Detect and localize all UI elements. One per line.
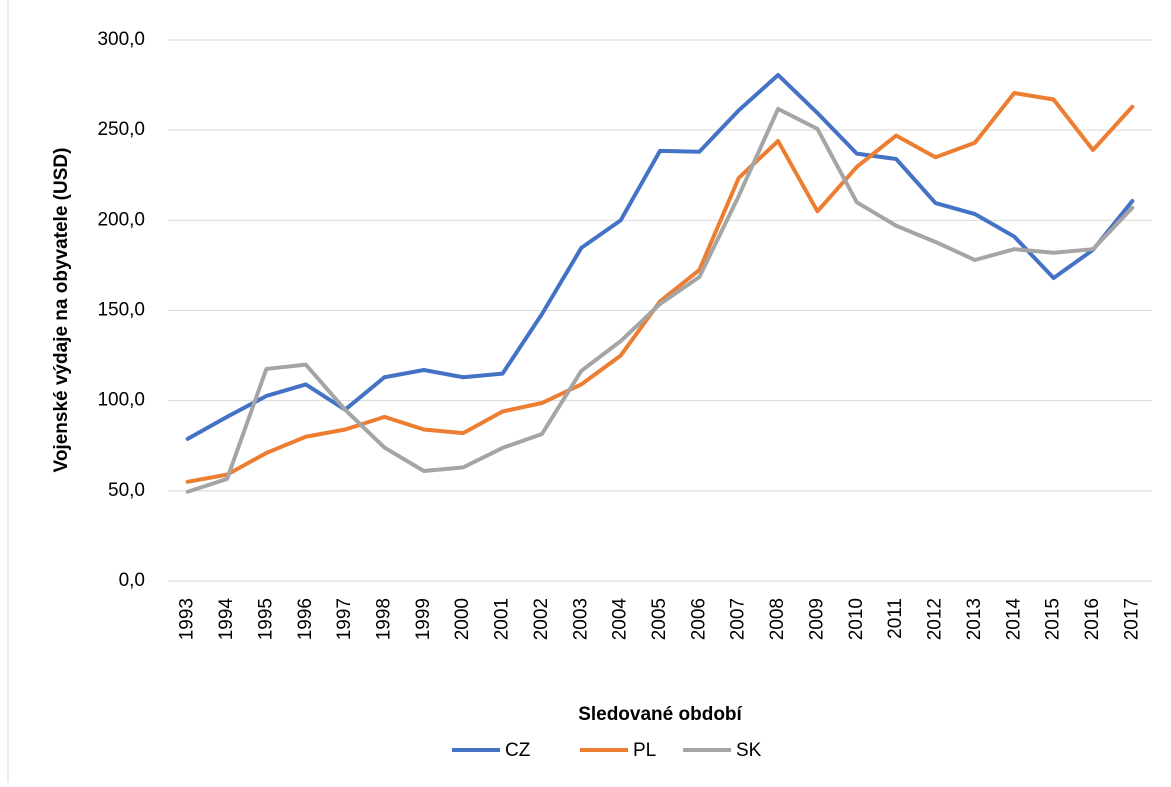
y-tick-label: 300,0 <box>97 29 145 50</box>
x-tick-label: 2008 <box>767 598 788 640</box>
x-tick-label: 1996 <box>295 598 316 640</box>
series-line <box>185 106 1135 494</box>
x-tick-label: 2017 <box>1121 598 1142 640</box>
y-tick-label: 200,0 <box>97 209 145 230</box>
x-tick-label: 2010 <box>846 598 867 640</box>
y-tick-label: 150,0 <box>97 300 145 321</box>
x-tick-label: 2000 <box>452 598 473 640</box>
x-tick-label: 1998 <box>373 598 394 640</box>
x-tick-label: 2001 <box>492 598 513 640</box>
x-tick-label: 2009 <box>806 598 827 640</box>
x-tick-label: 2012 <box>925 598 946 640</box>
x-tick-label: 2006 <box>688 598 709 640</box>
y-tick-label: 100,0 <box>97 390 145 411</box>
x-tick-label: 2013 <box>964 598 985 640</box>
x-axis-title: Sledované období <box>578 704 742 725</box>
legend-label: CZ <box>505 740 531 761</box>
y-tick-label: 0,0 <box>119 570 145 591</box>
x-tick-label: 2005 <box>649 598 670 640</box>
x-tick-label: 2004 <box>610 598 631 641</box>
y-tick-label: 250,0 <box>97 119 145 140</box>
x-tick-label: 2015 <box>1043 598 1064 640</box>
legend-label: PL <box>633 740 656 761</box>
x-tick-label: 1995 <box>255 598 276 640</box>
x-tick-label: 2011 <box>885 598 906 639</box>
x-tick-label: 1993 <box>177 598 198 640</box>
x-tick-label: 2014 <box>1003 598 1024 641</box>
series-line <box>185 91 1135 484</box>
x-tick-label: 1994 <box>216 598 237 641</box>
x-tick-label: 2002 <box>531 598 552 640</box>
y-tick-label: 50,0 <box>108 480 145 501</box>
x-tick-label: 1997 <box>334 598 355 640</box>
x-tick-label: 2007 <box>728 598 749 640</box>
y-axis-title: Vojenské výdaje na obyvatele (USD) <box>51 148 72 473</box>
x-tick-label: 2016 <box>1082 598 1103 640</box>
x-tick-label: 2003 <box>570 598 591 640</box>
legend-label: SK <box>736 740 762 761</box>
x-tick-label: 1999 <box>413 598 434 640</box>
